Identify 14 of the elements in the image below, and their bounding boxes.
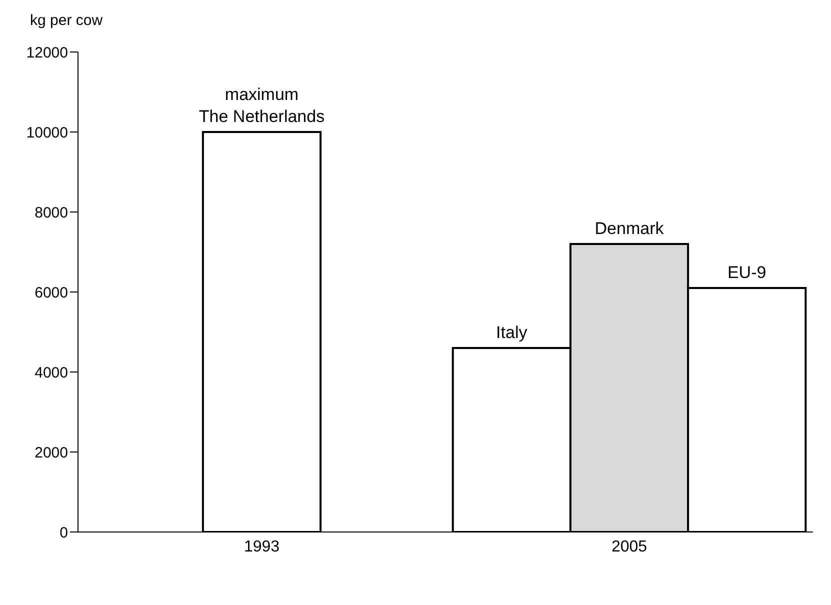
y-tick-label: 4000 [34, 364, 68, 382]
y-axis-title: kg per cow [30, 12, 103, 29]
series-label: Italy [496, 323, 528, 342]
x-tick-label: 1993 [244, 538, 280, 556]
series-label: Denmark [594, 219, 664, 238]
series-label: maximum The Netherlands [198, 85, 325, 126]
series-label: EU-9 [727, 263, 766, 282]
y-tick-label: 2000 [34, 444, 68, 462]
y-tick-label: 8000 [34, 204, 68, 222]
y-tick-label: 12000 [26, 44, 68, 62]
y-tick-label: 6000 [34, 284, 68, 302]
x-tick-label: 2005 [611, 538, 648, 556]
y-tick-label: 10000 [26, 124, 68, 142]
y-tick-label: 0 [60, 524, 68, 542]
